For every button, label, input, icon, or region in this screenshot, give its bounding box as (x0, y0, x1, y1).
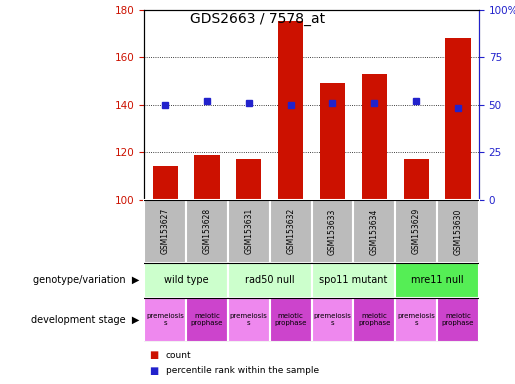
Bar (144, 298, 186, 342)
Text: ■: ■ (149, 350, 159, 360)
Bar (186, 200, 228, 263)
Text: rad50 null: rad50 null (245, 275, 295, 285)
Bar (362, 74, 387, 200)
Text: count: count (166, 351, 192, 360)
Bar (228, 298, 270, 342)
Text: wild type: wild type (164, 275, 209, 285)
Text: spo11 mutant: spo11 mutant (319, 275, 388, 285)
Bar (152, 166, 178, 200)
Bar (437, 298, 479, 342)
Text: GSM153630: GSM153630 (454, 208, 462, 255)
Text: GSM153631: GSM153631 (244, 208, 253, 255)
Text: meiotic
prophase: meiotic prophase (358, 313, 390, 326)
Text: meiotic
prophase: meiotic prophase (274, 313, 307, 326)
Bar (320, 83, 345, 200)
Bar (353, 298, 396, 342)
Bar (312, 298, 353, 342)
Text: GSM153627: GSM153627 (161, 208, 169, 255)
Bar (437, 200, 479, 263)
Bar (270, 298, 312, 342)
Bar (228, 263, 312, 298)
Text: development stage  ▶: development stage ▶ (31, 314, 139, 325)
Text: GSM153628: GSM153628 (202, 208, 212, 255)
Bar (236, 159, 261, 200)
Text: GSM153633: GSM153633 (328, 208, 337, 255)
Bar (445, 38, 471, 200)
Text: percentile rank within the sample: percentile rank within the sample (166, 366, 319, 375)
Bar (195, 154, 219, 200)
Bar (186, 298, 228, 342)
Bar (404, 159, 428, 200)
Text: meiotic
prophase: meiotic prophase (442, 313, 474, 326)
Bar (396, 298, 437, 342)
Bar (270, 200, 312, 263)
Text: premeiosis
s: premeiosis s (397, 313, 435, 326)
Text: GSM153632: GSM153632 (286, 208, 295, 255)
Bar (144, 263, 228, 298)
Text: mre11 null: mre11 null (411, 275, 464, 285)
Bar (312, 263, 396, 298)
Text: premeiosis
s: premeiosis s (230, 313, 268, 326)
Bar (396, 263, 479, 298)
Bar (278, 22, 303, 200)
Text: premeiosis
s: premeiosis s (146, 313, 184, 326)
Text: GSM153629: GSM153629 (411, 208, 421, 255)
Text: GSM153634: GSM153634 (370, 208, 379, 255)
Bar (396, 200, 437, 263)
Text: GDS2663 / 7578_at: GDS2663 / 7578_at (190, 12, 325, 25)
Bar (228, 200, 270, 263)
Text: ■: ■ (149, 366, 159, 376)
Text: genotype/variation  ▶: genotype/variation ▶ (32, 275, 139, 285)
Text: meiotic
prophase: meiotic prophase (191, 313, 223, 326)
Bar (353, 200, 396, 263)
Bar (144, 200, 186, 263)
Bar (312, 200, 353, 263)
Text: premeiosis
s: premeiosis s (314, 313, 351, 326)
